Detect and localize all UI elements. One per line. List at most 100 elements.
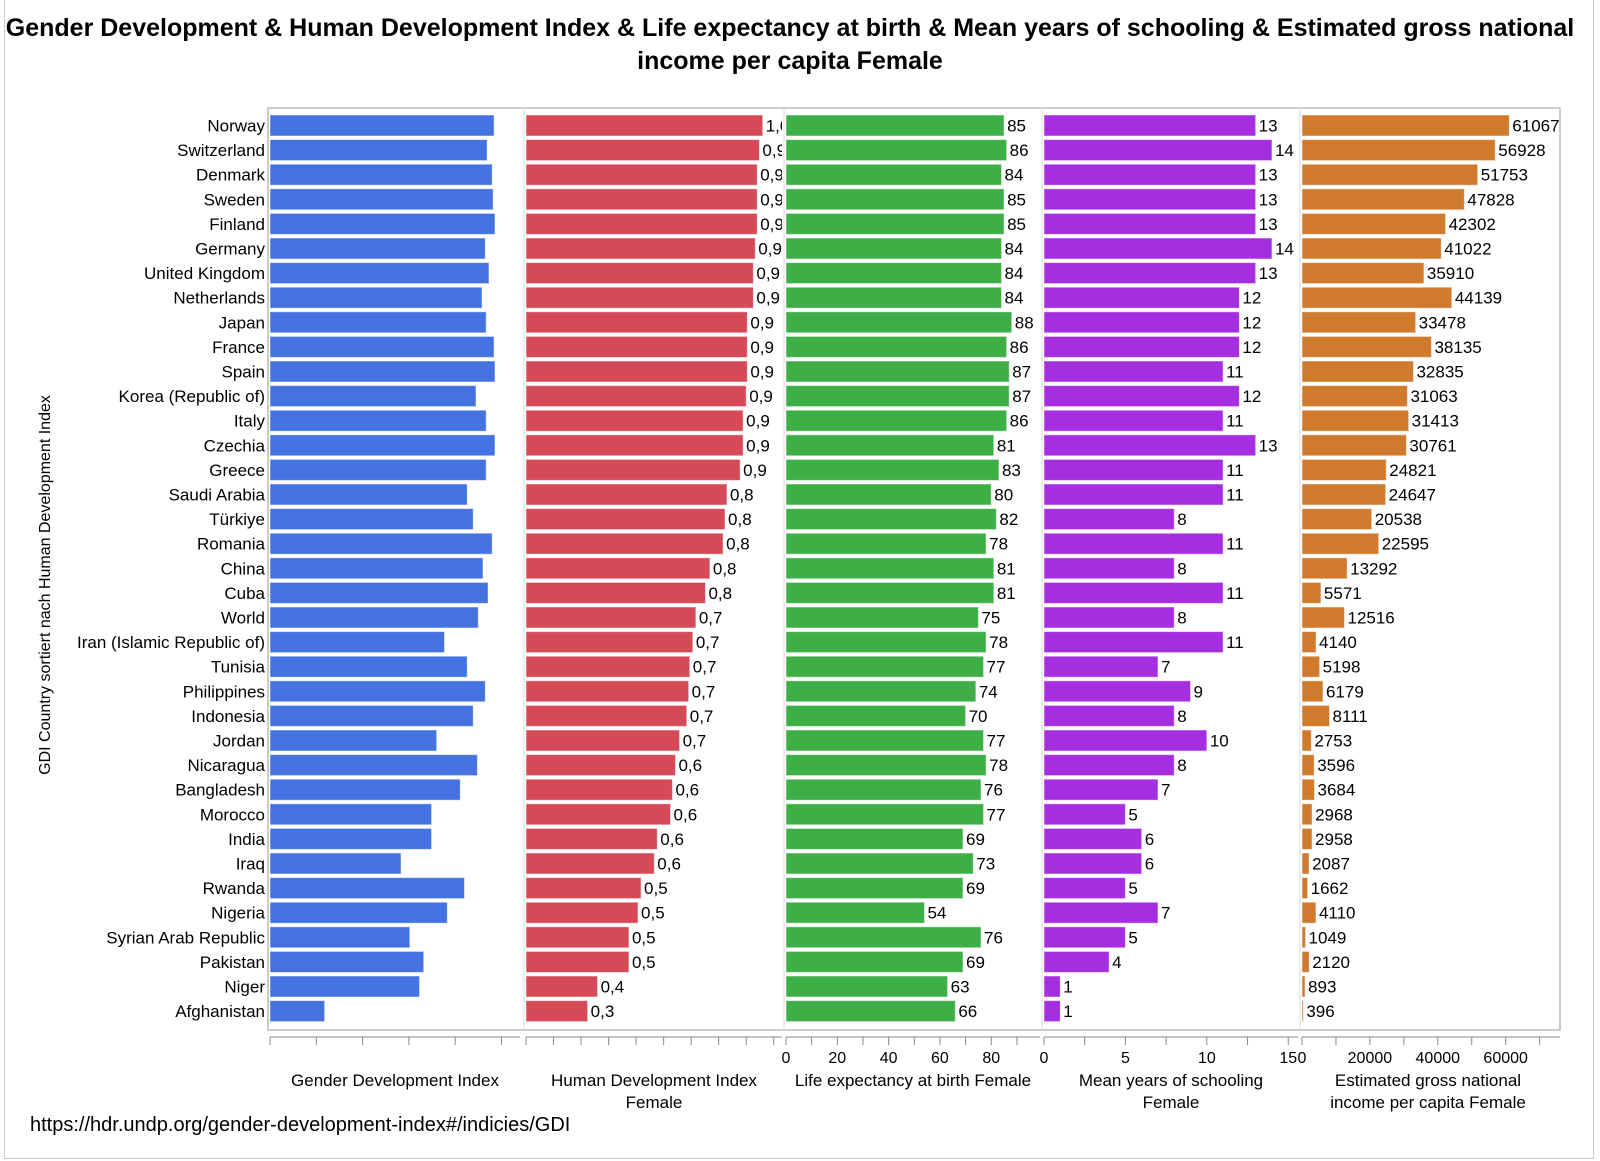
- category-label: Norway: [207, 117, 265, 136]
- bar: [525, 262, 754, 285]
- bar: [525, 163, 758, 186]
- bar: [1043, 729, 1208, 752]
- category-label: France: [212, 338, 265, 357]
- bar: [525, 631, 694, 654]
- bar: [1301, 680, 1324, 703]
- category-label: Germany: [195, 240, 265, 259]
- bar: [785, 409, 1008, 432]
- bar: [269, 852, 402, 875]
- value-label: 0,8: [713, 559, 737, 578]
- bar: [785, 877, 964, 900]
- bar: [785, 483, 992, 506]
- bar: [1301, 926, 1307, 949]
- bar: [525, 827, 658, 850]
- bar: [785, 581, 995, 604]
- value-label: 35910: [1427, 264, 1474, 283]
- bar: [1301, 655, 1321, 678]
- value-label: 0,8: [726, 535, 750, 554]
- value-label: 0,4: [601, 978, 625, 997]
- category-label: Italy: [234, 412, 266, 431]
- bar: [785, 926, 982, 949]
- bar: [785, 680, 977, 703]
- value-label: 44139: [1455, 289, 1502, 308]
- bar: [785, 311, 1013, 334]
- value-label: 84: [1005, 264, 1024, 283]
- value-label: 56928: [1498, 141, 1545, 160]
- bar: [785, 114, 1005, 137]
- bar: [1301, 237, 1442, 260]
- bar: [1043, 360, 1224, 383]
- value-label: 4: [1112, 953, 1121, 972]
- bar: [1301, 754, 1315, 777]
- category-label: Sweden: [204, 190, 265, 209]
- bar: [269, 114, 495, 137]
- bar: [525, 188, 758, 211]
- value-label: 81: [997, 584, 1016, 603]
- value-label: 84: [1005, 166, 1024, 185]
- value-label: 11: [1226, 461, 1244, 480]
- value-label: 396: [1306, 1002, 1334, 1021]
- bar: [269, 680, 486, 703]
- value-label: 9: [1194, 682, 1203, 701]
- bar: [1043, 926, 1126, 949]
- bar: [785, 532, 987, 555]
- bar: [1043, 827, 1143, 850]
- value-label: 8: [1177, 609, 1186, 628]
- bar: [1301, 163, 1479, 186]
- bar: [525, 926, 630, 949]
- x-axis-title: Female: [626, 1093, 683, 1112]
- bar: [269, 803, 433, 826]
- category-label: Bangladesh: [175, 781, 265, 800]
- x-tick-label: 0: [1298, 1050, 1307, 1067]
- value-label: 77: [987, 732, 1006, 751]
- bar: [1043, 631, 1224, 654]
- value-label: 31063: [1410, 387, 1457, 406]
- bar: [1043, 458, 1224, 481]
- value-label: 86: [1010, 141, 1029, 160]
- value-label: 0,7: [690, 707, 714, 726]
- value-label: 30761: [1409, 436, 1456, 455]
- bar: [1301, 901, 1317, 924]
- value-label: 42302: [1449, 215, 1496, 234]
- bar: [1301, 704, 1331, 727]
- bar: [1043, 237, 1273, 260]
- value-label: 1: [1063, 1002, 1072, 1021]
- value-label: 0,9: [758, 240, 782, 259]
- bar: [785, 975, 949, 998]
- value-label: 5: [1128, 928, 1137, 947]
- category-label: Greece: [209, 461, 265, 480]
- value-label: 1,0: [766, 117, 790, 136]
- category-label: Iran (Islamic Republic of): [77, 633, 265, 652]
- value-label: 6: [1145, 855, 1154, 874]
- source-link[interactable]: https://hdr.undp.org/gender-development-…: [30, 1114, 571, 1136]
- category-label: United Kingdom: [144, 264, 265, 283]
- value-label: 13: [1259, 190, 1278, 209]
- value-label: 20538: [1375, 510, 1422, 529]
- value-label: 83: [1002, 461, 1021, 480]
- value-label: 54: [928, 904, 947, 923]
- value-label: 0,6: [678, 756, 702, 775]
- value-label: 4110: [1319, 904, 1356, 923]
- value-label: 0,9: [746, 436, 770, 455]
- value-label: 41022: [1444, 240, 1491, 259]
- value-label: 8: [1177, 559, 1186, 578]
- bar: [1301, 852, 1310, 875]
- value-label: 51753: [1481, 166, 1528, 185]
- value-label: 78: [989, 633, 1008, 652]
- value-label: 66: [958, 1002, 977, 1021]
- bar: [1301, 114, 1510, 137]
- value-label: 8: [1177, 510, 1186, 529]
- bar: [525, 286, 754, 309]
- value-label: 73: [976, 855, 995, 874]
- value-label: 86: [1010, 338, 1029, 357]
- value-label: 893: [1308, 978, 1336, 997]
- bar: [1301, 778, 1316, 801]
- category-label: Japan: [219, 313, 265, 332]
- bar: [269, 385, 477, 408]
- value-label: 5: [1128, 879, 1137, 898]
- bar: [269, 606, 479, 629]
- category-label: Türkiye: [209, 510, 265, 529]
- value-label: 2968: [1315, 805, 1353, 824]
- category-label: Iraq: [236, 855, 265, 874]
